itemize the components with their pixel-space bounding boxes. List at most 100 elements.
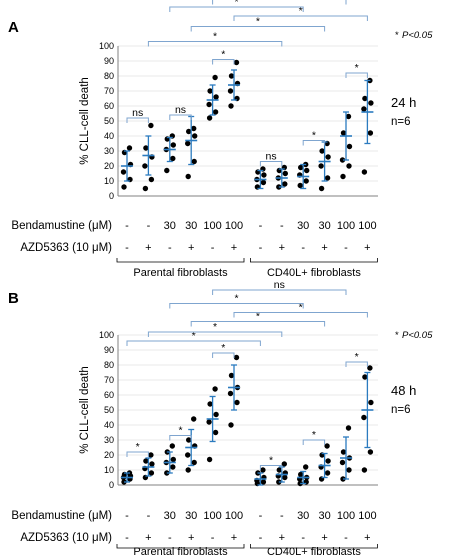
panel-b-significance-bracket [169,435,192,441]
panel-a-azd5363-flag: - [301,242,305,254]
panel-a-azd5363-flag: + [145,242,151,254]
panel-b-significance-label: * [269,455,273,467]
panel-b-data-point [324,470,331,476]
panel-b-ytick-label: 60 [104,390,114,400]
panel-b-pvalue-star: * [395,330,399,341]
panel-b-data-point [143,458,149,464]
panel-a-data-point [206,101,212,108]
panel-b-data-point [362,374,368,380]
panel-b-azd5363-flag: - [168,532,172,544]
panel-a-data-point [213,94,219,100]
panel-a-data-point [142,185,149,192]
panel-a-bendamustine-dose: 100 [358,220,376,232]
panel-b-azd5363-flag: - [211,532,215,544]
panel-b-y-axis-label: % CLL-cell death [79,366,91,454]
panel-a-data-point [148,122,154,129]
panel-a-data-point [191,125,197,132]
panel-a-data-point [361,169,368,175]
panel-b-significance-bracket [212,352,235,358]
panel-b-group-bracket-parental [116,544,245,549]
panel-a-significance-label: ns [274,0,285,1]
panel-b-data-point [233,354,240,361]
panel-b-data-point [303,464,309,470]
panel-b-significance-label: ns [274,279,285,291]
panel-b-bendamustine-dose: - [147,510,151,522]
panel-b-data-point [325,458,331,464]
panel-b-significance-bracket [147,331,283,337]
panel-b-time-label: 48 h [391,383,416,398]
panel-a-group-label-cd40l: CD40L+ fibroblasts [267,267,361,279]
panel-b-data-point [149,461,155,467]
panel-b-data-point [213,411,219,418]
panel-a-time-label: 24 h [391,95,416,110]
panel-b-data-point [206,419,212,425]
panel-a-bendamustine-dose: 30 [318,220,330,232]
panel-a-pvalue-note: P<0.05 [402,30,433,41]
panel-a-significance-bracket [126,117,149,123]
panel-b-azd5363-flag: + [321,532,327,544]
panel-a-bendamustine-dose: - [280,220,284,232]
panel-a-significance-label: ns [266,151,277,163]
panel-a-ytick-label: 70 [104,86,114,96]
panel-b-ytick-label: 0 [109,480,114,490]
panel-a-azd5363-flag: - [168,242,172,254]
panel-b-data-point [324,443,330,449]
panel-b-data-point [260,467,266,473]
panel-a-group-bracket-cd40l [250,258,378,263]
panel-a-data-point [207,88,213,94]
panel-a-data-point [121,184,127,190]
panel-b-bendamustine-dose: 100 [225,510,243,522]
panel-b-azd5363-flag: + [145,532,151,544]
panel-a-data-point [206,115,213,121]
panel-a-data-point [361,106,367,112]
panel-b-significance-label: * [299,302,303,314]
panel-b-bendamustine-dose: 30 [164,510,176,522]
panel-b-data-point [345,425,352,431]
panel-a-ytick-label: 30 [104,146,114,156]
panel-a-data-point [191,158,197,165]
panel-a-significance-bracket [147,41,283,47]
panel-a-data-point [282,181,288,187]
panel-a-data-point [324,175,331,181]
panel-b-letter: B [8,290,19,307]
panel-a-significance-bracket [190,26,326,32]
panel-b-bendamustine-dose: 30 [185,510,197,522]
panel-b-data-point [185,467,191,473]
panel-a-data-point [148,176,155,183]
panel-a-significance-bracket [302,140,326,146]
panel-b-data-point [346,467,352,473]
panel-a-data-point [142,163,148,169]
panel-b-ytick-label: 80 [104,360,114,370]
panel-a-significance-bracket [212,59,235,65]
panel-a-data-point [228,103,234,109]
panel-a-data-point [298,164,304,171]
panel-a-significance-bracket [212,0,347,5]
panel-b-data-point [228,422,234,428]
panel-a-azd5363-flag: - [125,242,129,254]
panel-b-azd5363-flag: + [364,532,370,544]
panel-b-data-point [281,461,287,467]
panel-b-group-label-cd40l: CD40L+ fibroblasts [267,546,361,557]
panel-a-ytick-label: 60 [104,101,114,111]
panel-a-data-point [340,130,347,136]
panel-a-azd5363-flag: + [231,242,237,254]
panel-b-bendamustine-dose: 30 [318,510,330,522]
panel-b-azd5363-row-label: AZD5363 (10 μM) [20,532,112,544]
panel-b-data-point [367,449,374,455]
panel-a-n-label: n=6 [391,116,411,128]
panel-b-data-point [191,459,197,466]
panel-a-bendamustine-row-label: Bendamustine (μM) [11,220,112,232]
panel-a-data-point [126,145,133,151]
panel-a-data-point [227,88,234,94]
panel-b-azd5363-flag: - [344,532,348,544]
panel-b-ytick-label: 100 [99,330,114,340]
panel-b-data-point [298,471,304,478]
panel-b-group-label-parental: Parental fibroblasts [133,546,228,557]
panel-a-significance-label: * [213,31,217,43]
panel-b-data-point [206,456,213,463]
panel-a-bendamustine-dose: - [147,220,151,232]
panel-a-ytick-label: 20 [104,161,114,171]
panel-b-data-point [207,401,213,407]
panel-a-data-point [212,74,218,81]
